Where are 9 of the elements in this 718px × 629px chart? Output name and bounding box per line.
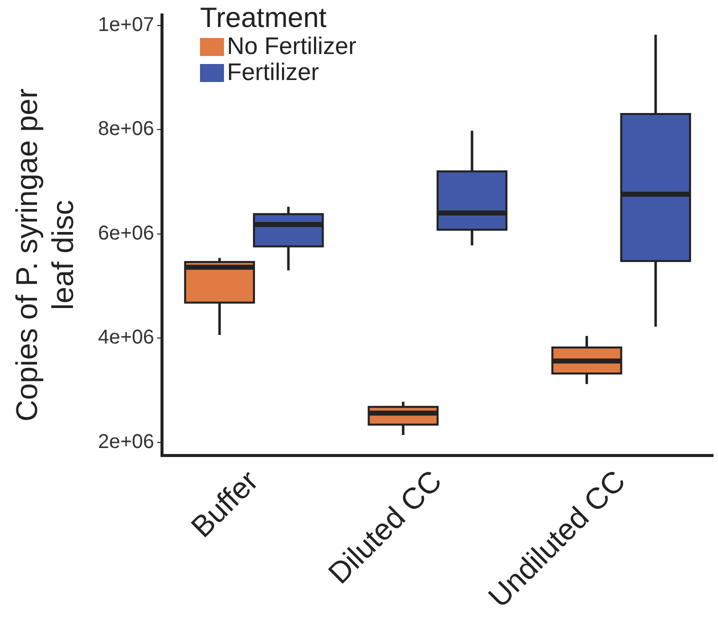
- y-tick-label: 6e+06: [98, 222, 154, 244]
- legend-label: Fertilizer: [227, 59, 320, 87]
- y-tick-label: 2e+06: [98, 430, 154, 453]
- y-tick-label: 4e+06: [98, 326, 154, 349]
- legend-label: No Fertilizer: [227, 33, 356, 61]
- y-tick-label: 1e+07: [98, 14, 154, 36]
- y-tick-label: 8e+06: [98, 118, 154, 140]
- y-axis-title: Copies of P. syringae per leaf disc: [10, 88, 81, 424]
- legend-title: Treatment: [200, 2, 328, 34]
